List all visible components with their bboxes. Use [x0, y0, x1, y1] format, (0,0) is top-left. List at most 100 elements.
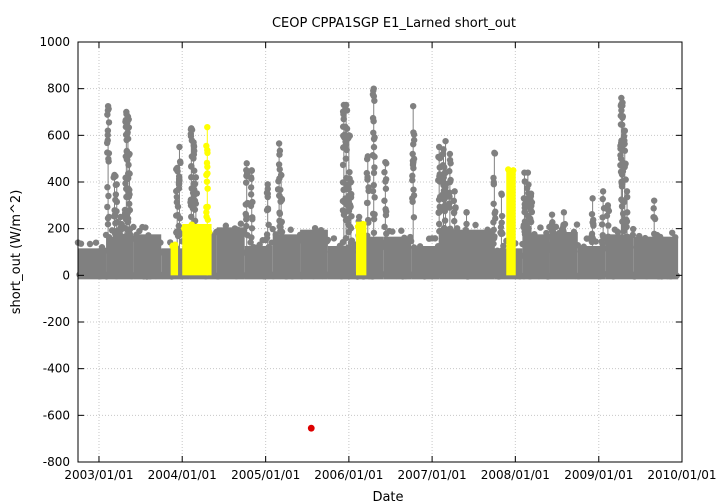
data-point: [276, 147, 284, 154]
data-point: [347, 178, 355, 186]
y-axis-label: short_out (W/m^2): [9, 190, 24, 315]
data-point: [173, 164, 181, 172]
data-point: [622, 160, 629, 167]
chart-title: CEOP CPPA1SGP E1_Larned short_out: [272, 16, 516, 31]
data-point: [369, 187, 377, 195]
data-point: [548, 211, 556, 218]
data-point: [104, 137, 111, 144]
data-point: [249, 214, 256, 221]
data-point: [463, 232, 470, 239]
data-point: [599, 246, 606, 253]
data-point: [588, 238, 596, 246]
data-point: [269, 225, 276, 233]
data-point: [450, 197, 458, 205]
data-point: [105, 119, 113, 126]
data-point: [142, 224, 149, 231]
y-tick-label: 200: [47, 222, 70, 236]
data-point: [347, 239, 355, 246]
data-point: [193, 225, 200, 232]
data-point: [204, 185, 211, 192]
data-point: [624, 209, 631, 216]
data-point: [382, 185, 390, 192]
data-point: [410, 155, 418, 163]
flagged-band: [506, 168, 516, 276]
data-point: [560, 209, 568, 216]
data-point: [277, 171, 285, 179]
data-point: [190, 151, 198, 158]
data-point: [574, 241, 581, 249]
data-point: [398, 227, 405, 234]
data-point: [409, 177, 416, 184]
data-point: [599, 231, 606, 239]
data-point: [187, 133, 195, 140]
data-point: [446, 193, 453, 200]
data-point: [188, 174, 195, 181]
data-point: [354, 223, 362, 230]
x-axis-label: Date: [372, 490, 403, 504]
data-point: [83, 250, 91, 258]
data-point: [89, 249, 97, 257]
data-point: [371, 134, 378, 141]
data-point: [369, 210, 377, 217]
data-point: [364, 176, 371, 183]
data-point: [124, 113, 132, 120]
data-point: [104, 149, 111, 156]
x-tick-label: 2008/01/01: [481, 468, 550, 482]
data-point: [204, 170, 211, 177]
data-point: [371, 194, 378, 201]
data-point: [672, 234, 679, 241]
data-point: [650, 197, 658, 204]
data-point: [622, 176, 629, 183]
data-point: [373, 237, 381, 245]
data-point: [125, 234, 132, 241]
flagged-band: [355, 221, 367, 276]
data-point: [490, 234, 497, 241]
data-point: [370, 181, 377, 189]
data-point: [248, 175, 255, 182]
data-point: [540, 240, 547, 248]
data-point: [278, 218, 286, 226]
data-point: [247, 184, 255, 191]
plot-frame: [77, 41, 683, 463]
data-point: [126, 170, 133, 177]
data-point: [409, 150, 416, 158]
data-point: [188, 125, 195, 132]
y-axis-ticks: -800 -600 -400 -200 0 200 400 600 800 1000: [39, 35, 682, 469]
data-point: [198, 231, 205, 239]
data-point: [317, 226, 325, 234]
data-point: [188, 213, 195, 221]
data-point: [256, 241, 263, 248]
data-point: [145, 232, 152, 239]
data-point: [346, 168, 353, 176]
data-point: [203, 209, 210, 216]
data-point: [191, 197, 199, 204]
data-point: [651, 247, 659, 254]
data-point: [191, 206, 199, 213]
data-point: [371, 153, 378, 160]
data-point: [86, 240, 94, 248]
data-point: [105, 192, 112, 200]
data-point: [381, 169, 388, 176]
data-point: [621, 127, 628, 134]
data-point: [491, 149, 498, 157]
data-point: [382, 211, 390, 219]
data-point: [113, 198, 121, 206]
data-point: [126, 200, 133, 208]
data-point: [367, 241, 375, 248]
data-point: [528, 208, 536, 216]
data-point: [561, 233, 568, 241]
data-point: [666, 246, 673, 253]
data-point: [447, 160, 454, 167]
data-point: [630, 225, 637, 233]
data-point: [389, 228, 396, 235]
data-point: [422, 246, 430, 253]
data-point: [342, 123, 349, 131]
data-point: [442, 137, 449, 145]
data-point: [308, 238, 316, 245]
data-point: [203, 159, 211, 167]
data-point: [481, 231, 488, 238]
data-point: [364, 153, 372, 160]
data-point: [431, 235, 439, 242]
data-point: [126, 150, 133, 158]
data-point: [265, 243, 272, 251]
